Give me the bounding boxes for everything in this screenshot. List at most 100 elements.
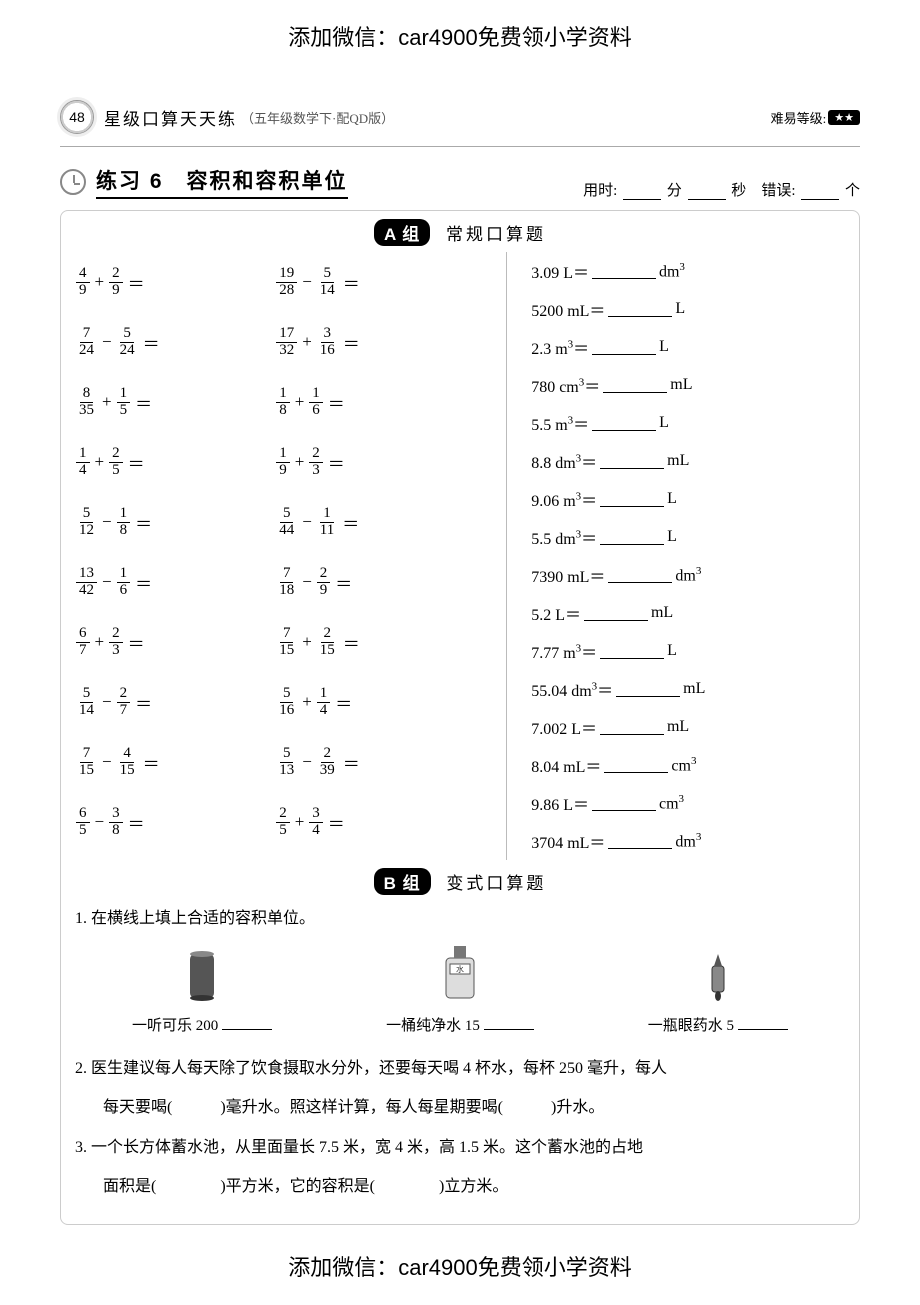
timing: 用时: 分 秒 错误: 个 — [583, 179, 860, 200]
errors-blank[interactable] — [801, 182, 839, 200]
fraction: 34 — [309, 806, 323, 839]
fraction: 29 — [109, 266, 123, 299]
book-title: 星级口算天天练 — [104, 105, 237, 130]
fraction: 18 — [117, 506, 131, 539]
clock-icon — [60, 169, 86, 195]
answer-blank[interactable] — [600, 719, 664, 735]
fraction: 25 — [109, 446, 123, 479]
q2-line2: 每天要喝( )毫升水。照这样计算，每人每星期要喝( )升水。 — [75, 1090, 845, 1125]
fraction: 29 — [317, 566, 331, 599]
fraction: 715 — [276, 626, 297, 659]
group-b-pill: B 组 — [374, 868, 431, 895]
answer-blank[interactable] — [608, 833, 672, 849]
conversion-problem: 780 cm3＝mL — [531, 366, 845, 404]
answer-blank[interactable] — [608, 301, 672, 317]
fraction-problem: 513−239＝ — [275, 732, 506, 792]
fraction: 516 — [276, 686, 297, 719]
group-b-label: B 组 变式口算题 — [75, 868, 845, 895]
answer-blank[interactable] — [600, 643, 664, 659]
difficulty: 难易等级: ★★ — [771, 108, 860, 127]
timing-prefix: 用时: — [583, 183, 617, 199]
conversion-problem: 8.8 dm3＝mL — [531, 442, 845, 480]
timing-sec-blank[interactable] — [688, 182, 726, 200]
answer-blank[interactable] — [592, 339, 656, 355]
page-number-badge: 48 — [60, 100, 94, 134]
fraction: 715 — [76, 746, 97, 779]
answer-blank[interactable] — [592, 795, 656, 811]
fraction-problem: 718−29＝ — [275, 552, 506, 612]
fraction: 514 — [317, 266, 338, 299]
group-a-col2: 1928−514＝1732+316＝18+16＝19+23＝544−111＝71… — [275, 252, 506, 860]
watermark-bottom: 添加微信：car4900免费领小学资料 — [0, 1250, 920, 1282]
group-a-col3: 3.09 L＝dm35200 mL＝L2.3 m3＝L780 cm3＝mL5.5… — [506, 252, 845, 860]
item-water-blank[interactable] — [484, 1014, 534, 1030]
answer-blank[interactable] — [584, 605, 648, 621]
fraction: 544 — [276, 506, 297, 539]
fraction: 65 — [76, 806, 90, 839]
item-cola-blank[interactable] — [222, 1014, 272, 1030]
fraction: 25 — [276, 806, 290, 839]
fraction: 18 — [276, 386, 290, 419]
item-water-label: 一桶纯净水 15 — [386, 1018, 480, 1034]
page: 48 星级口算天天练 （五年级数学下·配QD版） 难易等级: ★★ 练习 6 容… — [0, 0, 920, 1305]
fraction: 524 — [117, 326, 138, 359]
fraction-problem: 512−18＝ — [75, 492, 275, 552]
item-eyedrop: 一瓶眼药水 5 — [648, 952, 788, 1043]
conversion-problem: 5200 mL＝L — [531, 290, 845, 328]
errors-label: 错误: — [761, 183, 795, 199]
fraction: 239 — [317, 746, 338, 779]
difficulty-stars: ★★ — [828, 110, 860, 125]
group-b-text: 变式口算题 — [446, 874, 546, 893]
answer-blank[interactable] — [608, 567, 672, 583]
errors-unit: 个 — [845, 183, 860, 199]
answer-blank[interactable] — [592, 415, 656, 431]
group-a-pill: A 组 — [374, 219, 430, 246]
can-icon — [182, 948, 222, 1004]
item-cola: 一听可乐 200 — [132, 948, 272, 1043]
answer-blank[interactable] — [600, 529, 664, 545]
answer-blank[interactable] — [600, 491, 664, 507]
conversion-problem: 5.5 m3＝L — [531, 404, 845, 442]
fraction: 23 — [309, 446, 323, 479]
conversion-problem: 55.04 dm3＝mL — [531, 670, 845, 708]
dropper-icon — [704, 952, 732, 1004]
barrel-icon: 水 — [438, 944, 482, 1004]
timing-sec-label: 秒 — [731, 183, 746, 199]
q3-line2: 面积是( )平方米，它的容积是( )立方米。 — [75, 1169, 845, 1204]
fraction-problem: 514−27＝ — [75, 672, 275, 732]
fraction: 14 — [76, 446, 90, 479]
answer-blank[interactable] — [616, 681, 680, 697]
answer-blank[interactable] — [592, 263, 656, 279]
fraction: 67 — [76, 626, 90, 659]
conversion-problem: 3704 mL＝dm3 — [531, 822, 845, 860]
fraction-problem: 835+15＝ — [75, 372, 275, 432]
answer-blank[interactable] — [600, 453, 664, 469]
fraction: 14 — [317, 686, 331, 719]
fraction: 512 — [76, 506, 97, 539]
answer-blank[interactable] — [603, 377, 667, 393]
fraction-problem: 19+23＝ — [275, 432, 506, 492]
fraction-problem: 25+34＝ — [275, 792, 506, 852]
fraction: 16 — [117, 566, 131, 599]
conversion-problem: 8.04 mL＝cm3 — [531, 746, 845, 784]
difficulty-label: 难易等级: — [771, 108, 827, 127]
fraction: 111 — [317, 506, 337, 539]
group-a-label: A 组 常规口算题 — [75, 219, 845, 246]
fraction: 15 — [117, 386, 131, 419]
fraction: 27 — [117, 686, 131, 719]
timing-min-blank[interactable] — [623, 182, 661, 200]
fraction-problem: 715+215＝ — [275, 612, 506, 672]
fraction: 835 — [76, 386, 97, 419]
group-b-section: 1. 在横线上填上合适的容积单位。 一听可乐 200 — [75, 901, 845, 1204]
watermark-top: 添加微信：car4900免费领小学资料 — [0, 20, 920, 52]
fraction: 1928 — [276, 266, 297, 299]
fraction: 514 — [76, 686, 97, 719]
q2-line1: 2. 医生建议每人每天除了饮食摄取水分外，还要每天喝 4 杯水，每杯 250 毫… — [75, 1051, 845, 1086]
timing-min-label: 分 — [667, 183, 682, 199]
item-eyedrop-blank[interactable] — [738, 1014, 788, 1030]
fraction-problem: 65−38＝ — [75, 792, 275, 852]
q3-line1: 3. 一个长方体蓄水池，从里面量长 7.5 米，宽 4 米，高 1.5 米。这个… — [75, 1130, 845, 1165]
answer-blank[interactable] — [604, 757, 668, 773]
fraction: 1342 — [76, 566, 97, 599]
fraction: 19 — [276, 446, 290, 479]
